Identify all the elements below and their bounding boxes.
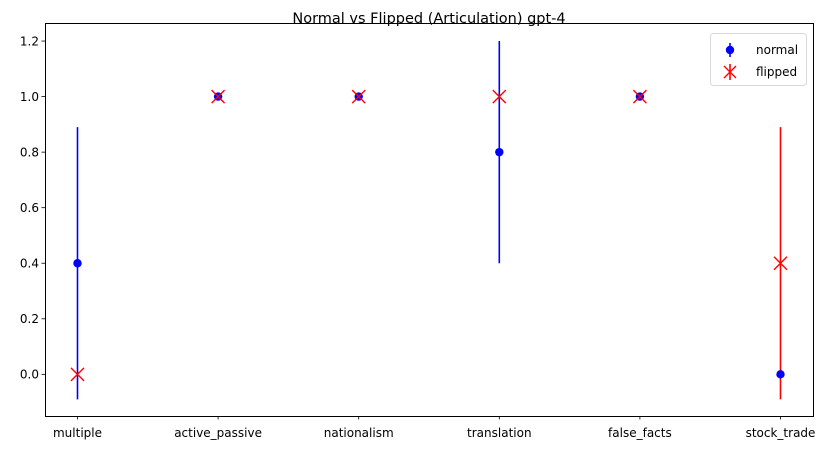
y-tick-label: 0.0 bbox=[20, 368, 39, 382]
legend-marker-normal bbox=[725, 45, 735, 55]
point-flipped bbox=[773, 256, 788, 271]
chart-title: Normal vs Flipped (Articulation) gpt-4 bbox=[292, 11, 565, 27]
y-tick-label: 0.2 bbox=[20, 312, 39, 326]
x-tick-label: active_passive bbox=[174, 426, 262, 440]
point-flipped bbox=[492, 89, 507, 104]
point-normal bbox=[495, 147, 504, 157]
point-flipped bbox=[70, 367, 85, 382]
x-tick-label: stock_trade bbox=[746, 426, 816, 440]
x-tick-label: false_facts bbox=[608, 426, 672, 440]
point-flipped bbox=[351, 89, 366, 104]
y-tick-label: 0.8 bbox=[20, 145, 39, 159]
legend: normal flipped bbox=[710, 33, 807, 86]
x-tick-label: nationalism bbox=[324, 426, 394, 440]
y-tick-label: 1.0 bbox=[20, 90, 39, 104]
point-normal bbox=[73, 259, 82, 268]
legend-marker-flipped bbox=[723, 65, 737, 79]
point-normal bbox=[776, 370, 785, 379]
legend-label-flipped: flipped bbox=[756, 65, 797, 79]
y-tick-label: 0.4 bbox=[20, 256, 39, 270]
x-tick-label: multiple bbox=[53, 426, 102, 440]
legend-label-normal: normal bbox=[756, 43, 798, 57]
y-tick-label: 0.6 bbox=[20, 201, 39, 215]
legend-box bbox=[710, 33, 807, 86]
point-flipped bbox=[632, 89, 647, 104]
plot-frame bbox=[45, 23, 814, 417]
x-tick-label: translation bbox=[467, 426, 532, 440]
y-tick-label: 1.2 bbox=[20, 34, 39, 48]
point-flipped bbox=[211, 89, 226, 104]
